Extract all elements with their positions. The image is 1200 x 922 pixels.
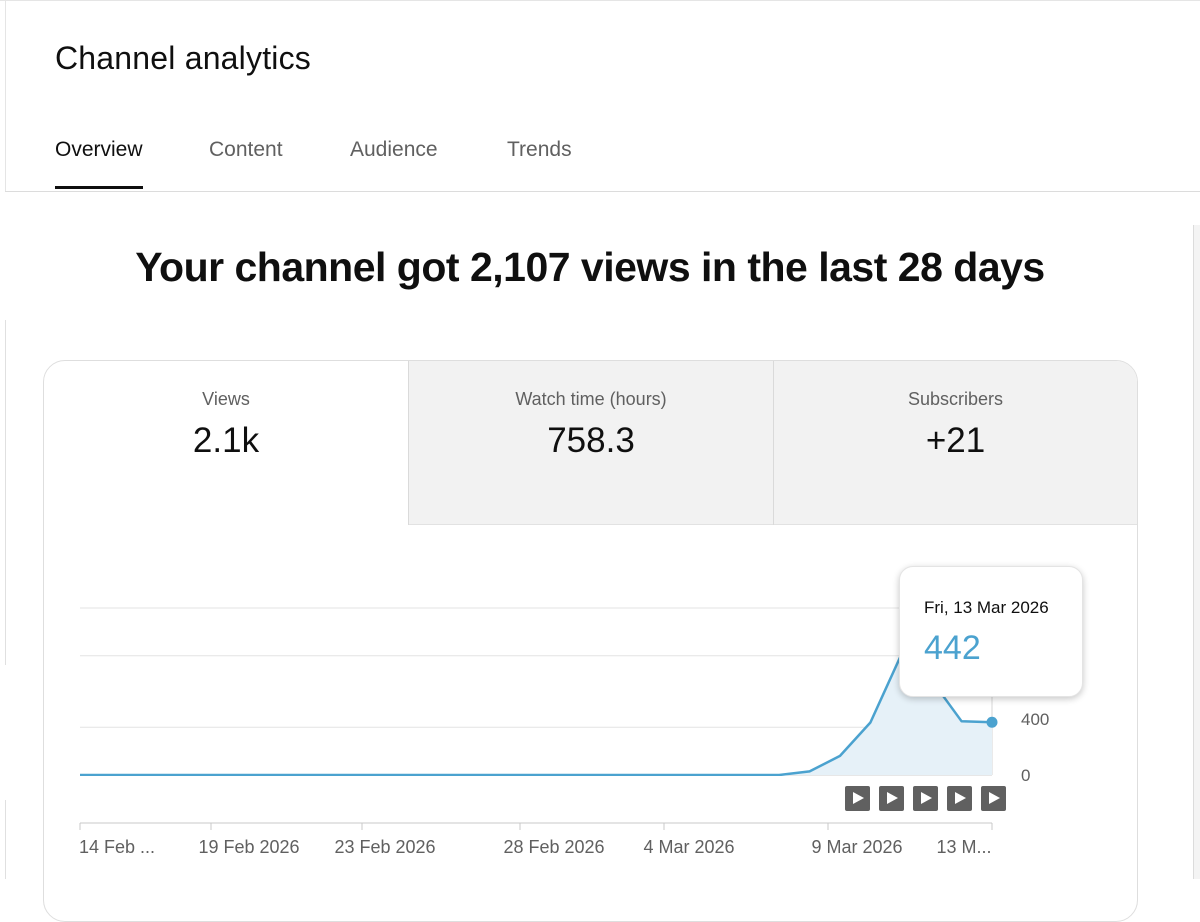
tab-overview-label: Overview <box>55 138 143 161</box>
metric-views-value: 2.1k <box>192 421 260 460</box>
video-marker-play-icon[interactable] <box>879 786 904 811</box>
highlighted-point <box>986 716 998 728</box>
metric-divider <box>773 361 774 525</box>
y-tick-label: 400 <box>1021 710 1050 729</box>
top-border <box>0 0 1200 1</box>
metric-views-label: Views <box>202 389 250 409</box>
metric-subscribers-label: Subscribers <box>907 389 1004 409</box>
left-border-middle <box>5 320 6 665</box>
tab-divider <box>5 191 1200 192</box>
metric-divider <box>408 361 409 525</box>
right-panel-edge <box>1193 225 1200 879</box>
left-border-bottom <box>5 800 6 879</box>
page-title: Channel analytics <box>55 40 311 76</box>
video-marker-play-icon[interactable] <box>913 786 938 811</box>
x-tick-label: 4 Mar 2026 <box>643 837 735 857</box>
video-marker-play-icon[interactable] <box>845 786 870 811</box>
chart-tooltip: Fri, 13 Mar 2026 442 <box>899 566 1083 697</box>
tab-trends-label: Trends <box>507 138 572 161</box>
metric-subscribers-value: +21 <box>925 421 986 460</box>
video-marker-play-icon[interactable] <box>981 786 1006 811</box>
summary-headline: Your channel got 2,107 views in the last… <box>135 244 1045 290</box>
views-area <box>80 655 992 775</box>
metric-views[interactable]: Views 2.1k <box>44 361 408 525</box>
tab-trends[interactable]: Trends <box>507 138 572 192</box>
x-tick-label: 14 Feb ... <box>78 837 156 857</box>
metric-subscribers[interactable]: Subscribers +21 <box>774 361 1137 525</box>
x-tick-label: 28 Feb 2026 <box>503 837 605 857</box>
x-tick-label: 9 Mar 2026 <box>811 837 903 857</box>
metric-watch-time[interactable]: Watch time (hours) 758.3 <box>409 361 773 525</box>
video-marker-play-icon[interactable] <box>947 786 972 811</box>
metric-watch-time-value: 758.3 <box>547 421 635 460</box>
tab-audience-label: Audience <box>350 138 438 161</box>
x-tick-label: 13 M... <box>936 837 992 857</box>
x-tick-label: 19 Feb 2026 <box>198 837 300 857</box>
metric-watch-time-label: Watch time (hours) <box>515 389 667 409</box>
active-tab-indicator <box>55 186 143 189</box>
tooltip-value: 442 <box>924 629 981 667</box>
tooltip-date: Fri, 13 Mar 2026 <box>924 598 1049 617</box>
left-border <box>5 0 6 192</box>
tab-content-label: Content <box>209 138 283 161</box>
tab-content[interactable]: Content <box>209 138 283 192</box>
tab-audience[interactable]: Audience <box>350 138 438 192</box>
views-chart <box>79 607 998 830</box>
tab-overview[interactable]: Overview <box>55 138 143 192</box>
x-tick-label: 23 Feb 2026 <box>334 837 436 857</box>
views-line <box>80 654 993 776</box>
y-tick-label: 0 <box>1021 766 1031 785</box>
